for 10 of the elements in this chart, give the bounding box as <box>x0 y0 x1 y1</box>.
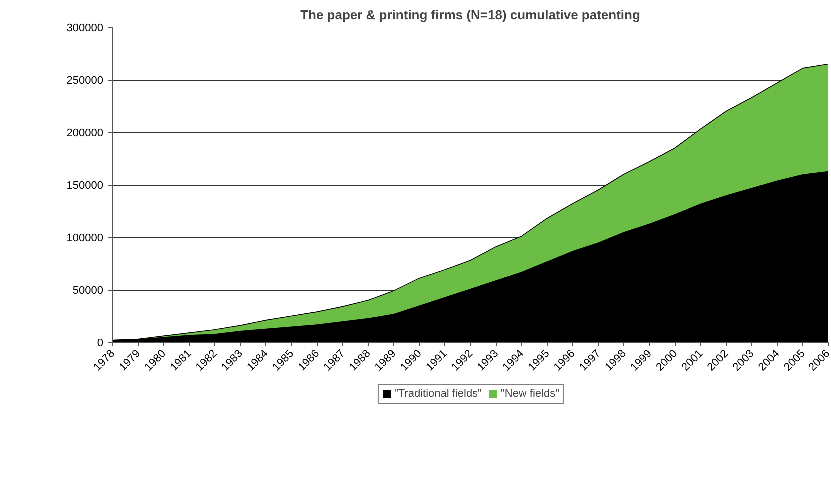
y-tick-label: 0 <box>97 338 104 350</box>
legend-label: "New fields" <box>500 388 560 400</box>
y-tick-label: 300000 <box>66 22 104 34</box>
y-tick-label: 200000 <box>66 128 104 140</box>
y-tick-label: 250000 <box>66 75 104 87</box>
y-tick-label: 50000 <box>72 285 104 297</box>
chart-title: The paper & printing firms (N=18) cumulative patenting <box>300 8 640 22</box>
legend-label: "Traditional fields" <box>394 388 482 400</box>
y-tick-label: 100000 <box>66 232 104 244</box>
y-tick-label: 150000 <box>66 180 104 192</box>
